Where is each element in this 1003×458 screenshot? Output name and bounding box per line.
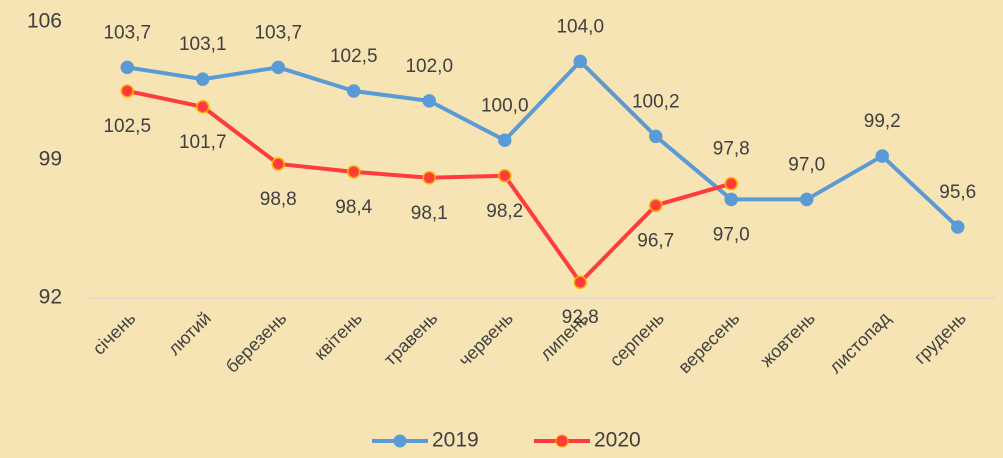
data-label: 102,5: [330, 46, 378, 67]
data-point: [347, 165, 361, 179]
legend-marker: [555, 434, 569, 448]
series-line: [126, 59, 960, 229]
data-label: 97,0: [788, 154, 825, 175]
data-point: [271, 157, 285, 171]
data-point: [422, 94, 436, 108]
x-tick-label: березень: [222, 308, 291, 377]
data-label: 103,7: [254, 22, 302, 43]
data-label: 97,8: [713, 139, 750, 160]
data-point: [875, 149, 889, 163]
data-point: [120, 84, 134, 98]
legend-label: 2019: [432, 429, 479, 452]
data-point: [498, 169, 512, 183]
x-tick-label: грудень: [910, 308, 970, 368]
x-tick-label: лютий: [164, 308, 215, 359]
data-point: [120, 60, 134, 75]
data-label: 98,1: [411, 203, 448, 224]
data-point: [800, 192, 814, 207]
data-point: [649, 129, 663, 144]
data-point: [951, 220, 965, 234]
data-label: 98,4: [335, 197, 372, 218]
data-label: 98,8: [260, 189, 297, 210]
x-tick-label: серпень: [606, 308, 668, 370]
data-label: 96,7: [637, 230, 674, 251]
data-label: 95,6: [939, 182, 976, 203]
data-label: 92,8: [562, 307, 599, 328]
data-label: 99,2: [864, 111, 901, 132]
data-point: [498, 133, 512, 148]
data-label: 104,0: [556, 16, 604, 37]
x-tick-label: квітень: [310, 308, 366, 364]
data-point: [347, 84, 361, 98]
y-tick-label: 99: [39, 148, 62, 171]
legend-marker: [393, 434, 407, 448]
data-point: [422, 170, 436, 185]
data-label: 101,7: [179, 132, 227, 153]
data-label: 102,5: [103, 116, 151, 137]
data-point: [724, 176, 738, 191]
data-label: 100,2: [632, 91, 680, 112]
x-tick-label: жовтень: [756, 308, 819, 371]
x-tick-label: листопад: [825, 308, 895, 378]
data-point: [271, 60, 285, 75]
data-label: 103,1: [179, 34, 227, 55]
data-point: [649, 198, 663, 213]
x-tick-label: січень: [89, 308, 140, 359]
data-label: 103,7: [103, 22, 151, 43]
data-point: [573, 275, 587, 289]
y-tick-label: 92: [39, 286, 62, 309]
data-point: [196, 72, 210, 86]
data-label: 97,0: [713, 224, 750, 245]
data-point: [196, 100, 210, 114]
x-tick-label: травень: [380, 308, 441, 369]
x-tick-label: червень: [455, 308, 517, 370]
legend-label: 2020: [594, 429, 641, 452]
data-point: [573, 54, 587, 69]
x-tick-label: вересень: [674, 308, 743, 377]
y-tick-label: 106: [27, 10, 62, 33]
data-label: 102,0: [405, 56, 453, 77]
data-label: 98,2: [486, 201, 523, 222]
data-point: [724, 192, 738, 207]
data-label: 100,0: [481, 95, 529, 116]
